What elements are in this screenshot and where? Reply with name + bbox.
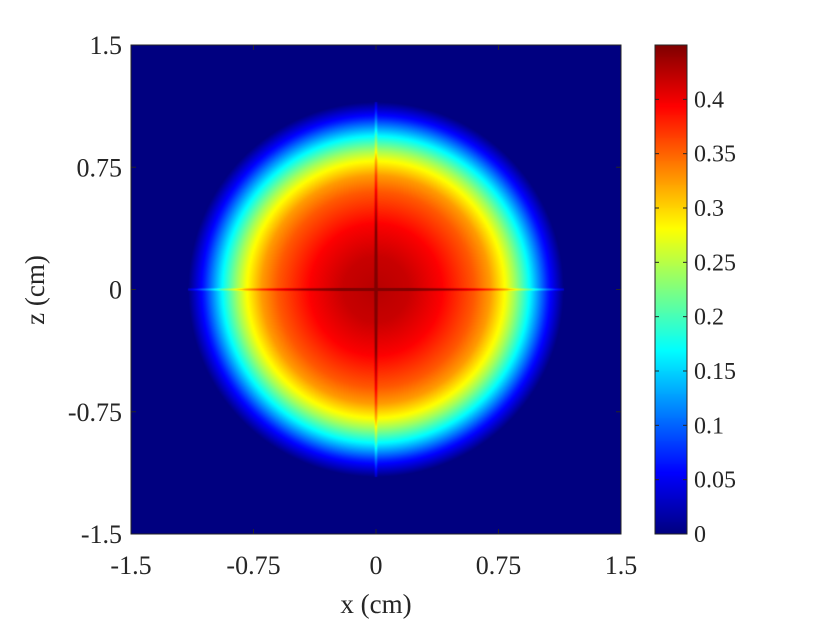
x-tick-label: 0.75 bbox=[476, 551, 522, 580]
y-axis-label: z (cm) bbox=[20, 255, 50, 325]
x-tick-label: -1.5 bbox=[110, 551, 151, 580]
y-tick-label: -1.5 bbox=[81, 520, 122, 549]
colorbar-tick-label: 0.35 bbox=[694, 142, 736, 168]
x-axis-label: x (cm) bbox=[340, 589, 411, 619]
y-tick-label: 0.75 bbox=[77, 153, 123, 182]
x-tick-label: 1.5 bbox=[605, 551, 638, 580]
plot-frame bbox=[130, 44, 622, 535]
colorbar-tick-label: 0.15 bbox=[694, 359, 736, 385]
y-tick-label: -0.75 bbox=[68, 398, 122, 427]
colorbar-tick-label: 0.2 bbox=[694, 305, 724, 331]
colorbar-ticks: 0 0.05 0.1 0.15 0.2 0.25 0.3 0.35 0.4 bbox=[655, 87, 736, 548]
x-tick-label: -0.75 bbox=[226, 551, 280, 580]
y-axis-ticks: 1.5 0.75 0 -0.75 -1.5 bbox=[68, 31, 621, 549]
colorbar-tick-label: 0 bbox=[694, 522, 706, 548]
x-tick-label: 0 bbox=[370, 551, 383, 580]
colorbar-tick-label: 0.3 bbox=[694, 196, 724, 222]
heatmap-image bbox=[131, 45, 621, 534]
x-axis-ticks: -1.5 -0.75 0 0.75 1.5 bbox=[110, 45, 637, 580]
y-tick-label: 0 bbox=[109, 276, 122, 305]
colorbar-tick-label: 0.25 bbox=[694, 250, 736, 276]
colorbar-tick-label: 0.4 bbox=[694, 87, 724, 113]
colorbar-tick-label: 0.05 bbox=[694, 468, 736, 494]
colorbar-tick-label: 0.1 bbox=[694, 413, 724, 439]
colorbar-frame bbox=[654, 44, 688, 535]
y-tick-label: 1.5 bbox=[90, 31, 123, 60]
colorbar-gradient bbox=[655, 45, 687, 534]
